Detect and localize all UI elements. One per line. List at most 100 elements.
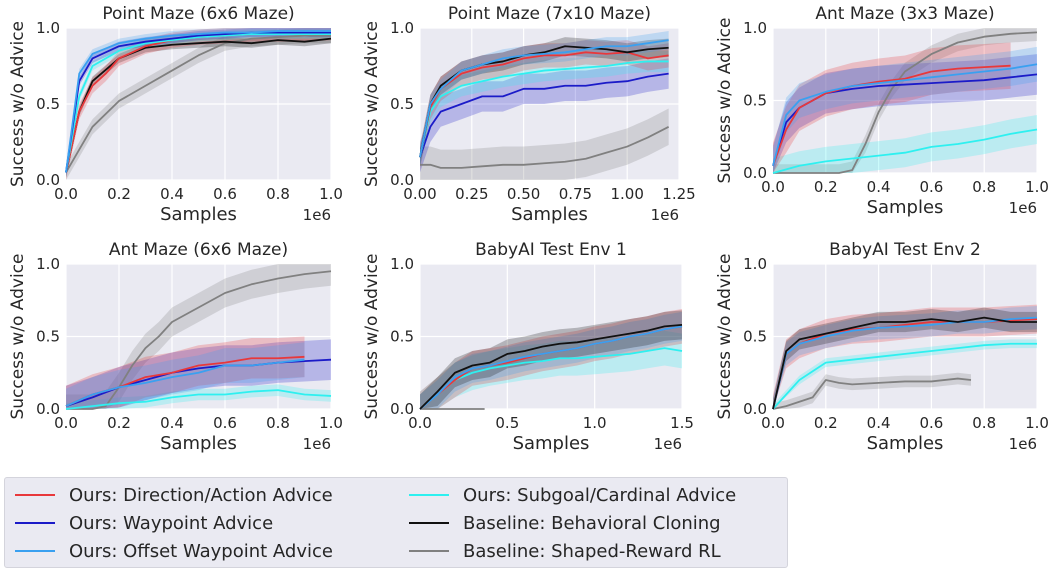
y-tick-label: 0.0 xyxy=(36,171,60,189)
series-line-subgoal-cardinal xyxy=(772,128,1038,174)
legend-label: Baseline: Behavioral Cloning xyxy=(463,512,721,534)
chart-panel-2: 0.00 0.25 0.50 0.75 1.00 1.25 0.0 0.5 1.0 Point M… xyxy=(362,4,696,225)
chart-title: BabyAI Test Env 1 xyxy=(475,240,627,260)
y-axis-label: Success w/o Advice xyxy=(8,254,28,420)
band-offset-waypoint xyxy=(773,46,1037,173)
x-tick-label: 0.4 xyxy=(867,178,891,196)
legend-line-subgoal-cardinal xyxy=(409,494,449,496)
series-line-offset-waypoint xyxy=(65,30,331,173)
band-waypoint xyxy=(773,54,1037,173)
y-tick-label: 1.0 xyxy=(36,255,60,273)
chart-title: Ant Maze (6x6 Maze) xyxy=(109,240,288,260)
x-tick-label: 0.4 xyxy=(867,414,891,432)
chart-title: Point Maze (6x6 Maze) xyxy=(102,4,294,24)
y-tick-label: 0.5 xyxy=(390,95,414,113)
x-axis-multiplier: 1e6 xyxy=(651,206,679,224)
x-tick-label: 0.4 xyxy=(160,185,184,203)
y-tick-label: 1.0 xyxy=(743,255,767,273)
series-line-waypoint xyxy=(65,31,331,173)
legend-line-offset-waypoint xyxy=(15,550,55,552)
legend-label: Ours: Offset Waypoint Advice xyxy=(69,540,333,562)
band-shaped-reward-rl xyxy=(773,28,1037,173)
x-tick-label: 0.50 xyxy=(507,185,540,203)
legend-label: Ours: Subgoal/Cardinal Advice xyxy=(463,484,737,506)
chart-title: Ant Maze (3x3 Maze) xyxy=(815,4,994,24)
x-tick-label: 0.25 xyxy=(455,185,488,203)
series-line-behavioral-cloning xyxy=(772,316,1037,410)
chart-panel-4: 0.0 0.2 0.4 0.6 0.8 1.0 0.0 0.5 1.0 Ant Maze (6x6… xyxy=(8,240,343,454)
y-tick-label: 0.5 xyxy=(36,328,60,346)
x-axis-label: Samples xyxy=(511,204,588,225)
x-tick-label: 0.00 xyxy=(403,185,436,203)
x-tick-label: 0.8 xyxy=(972,414,996,432)
series-line-shaped-reward-rl xyxy=(420,125,670,169)
x-axis-multiplier: 1e6 xyxy=(654,435,682,453)
x-tick-label: 0.2 xyxy=(107,414,131,432)
series-line-shaped-reward-rl xyxy=(772,377,972,410)
x-tick-label: 0.0 xyxy=(54,414,78,432)
legend-label: Baseline: Shaped-Reward RL xyxy=(463,540,721,562)
x-tick-label: 0.2 xyxy=(107,185,131,203)
legend-label: Ours: Direction/Action Advice xyxy=(69,484,333,506)
x-tick-label: 0.5 xyxy=(495,414,519,432)
legend-item-subgoal-cardinal: Ours: Subgoal/Cardinal Advice xyxy=(409,483,736,507)
y-tick-label: 0.5 xyxy=(743,92,767,110)
series-line-offset-waypoint xyxy=(65,358,305,407)
series-line-direction-action xyxy=(772,64,1011,167)
y-axis-label: Success w/o Advice xyxy=(8,21,28,187)
x-axis-label: Samples xyxy=(160,204,237,225)
y-tick-label: 0.0 xyxy=(743,164,767,182)
x-tick-label: 0.0 xyxy=(761,414,785,432)
series-line-offset-waypoint xyxy=(419,39,669,158)
series-line-behavioral-cloning xyxy=(419,324,683,410)
chart-title: BabyAI Test Env 2 xyxy=(829,240,981,260)
x-axis-label: Samples xyxy=(867,433,944,454)
x-tick-label: 0.6 xyxy=(919,178,943,196)
x-tick-label: 1.5 xyxy=(670,414,694,432)
legend-line-behavioral-cloning xyxy=(409,522,449,524)
chart-title: Point Maze (7x10 Maze) xyxy=(448,4,651,24)
band-subgoal-cardinal xyxy=(773,115,1037,173)
x-tick-label: 0.8 xyxy=(266,414,290,432)
x-tick-label: 0.8 xyxy=(972,178,996,196)
y-axis-label: Success w/o Advice xyxy=(715,254,735,420)
series-line-subgoal-cardinal xyxy=(419,347,683,410)
series-line-shaped-reward-rl xyxy=(66,270,332,410)
x-tick-label: 0.0 xyxy=(54,185,78,203)
y-tick-label: 0.0 xyxy=(743,400,767,418)
legend-item-direction-action: Ours: Direction/Action Advice xyxy=(15,483,333,507)
chart-panel-3: 0.0 0.2 0.4 0.6 0.8 1.0 0.0 0.5 1.0 Ant Maze (3x3… xyxy=(715,4,1049,218)
band-direction-action xyxy=(66,336,305,409)
y-tick-label: 0.5 xyxy=(36,95,60,113)
band-shaped-reward-rl xyxy=(420,108,669,180)
x-axis-label: Samples xyxy=(867,197,944,218)
legend-item-behavioral-cloning: Baseline: Behavioral Cloning xyxy=(409,511,721,535)
legend-item-waypoint: Ours: Waypoint Advice xyxy=(15,511,273,535)
legend-label: Ours: Waypoint Advice xyxy=(69,512,274,534)
y-axis-label: Success w/o Advice xyxy=(362,254,382,420)
series-line-subgoal-cardinal xyxy=(65,389,332,410)
x-tick-label: 0.0 xyxy=(408,414,432,432)
series-line-subgoal-cardinal xyxy=(419,60,669,158)
x-axis-multiplier: 1e6 xyxy=(303,435,331,453)
x-tick-label: 1.25 xyxy=(662,185,695,203)
x-axis-multiplier: 1e6 xyxy=(303,206,331,224)
legend-item-shaped-reward-rl: Baseline: Shaped-Reward RL xyxy=(409,539,721,563)
band-waypoint xyxy=(66,339,331,409)
x-tick-label: 0.8 xyxy=(266,185,290,203)
x-axis-multiplier: 1e6 xyxy=(1009,199,1037,217)
y-tick-label: 1.0 xyxy=(36,19,60,37)
x-tick-label: 1.0 xyxy=(583,414,607,432)
series-line-offset-waypoint xyxy=(419,325,683,410)
series-line-shaped-reward-rl xyxy=(773,31,1038,174)
series-line-subgoal-cardinal xyxy=(772,342,1037,410)
x-tick-label: 1.0 xyxy=(1025,178,1049,196)
y-tick-label: 1.0 xyxy=(390,19,414,37)
chart-panel-1: 0.0 0.2 0.4 0.6 0.8 1.0 0.0 0.5 1.0 Point Maze (6… xyxy=(8,4,343,225)
y-tick-label: 0.0 xyxy=(390,400,414,418)
x-tick-label: 0.2 xyxy=(814,178,838,196)
y-tick-label: 0.0 xyxy=(390,171,414,189)
y-tick-label: 1.0 xyxy=(390,255,414,273)
legend-line-waypoint xyxy=(15,522,55,524)
